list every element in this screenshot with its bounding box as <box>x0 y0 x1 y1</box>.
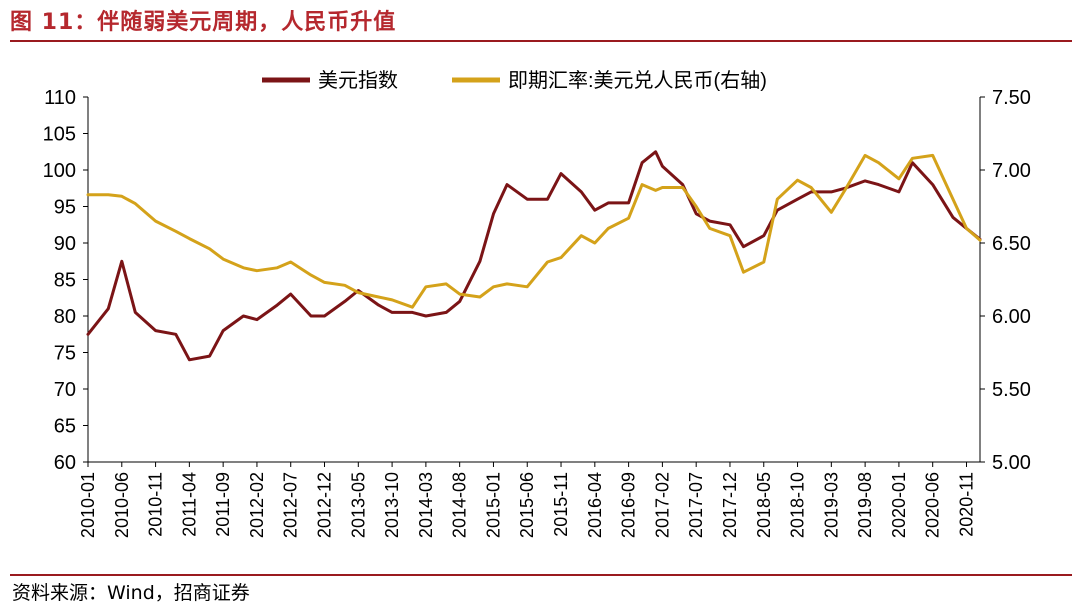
x-tick-label: 2020-06 <box>923 472 943 538</box>
x-tick-label: 2018-05 <box>754 472 774 538</box>
legend-label: 美元指数 <box>318 69 398 92</box>
x-tick-label: 2010-11 <box>146 472 166 537</box>
x-tick-label: 2010-06 <box>112 472 132 538</box>
x-tick-label: 2014-03 <box>416 472 436 538</box>
usdcny-line <box>86 153 982 309</box>
figure-title: 图 11：伴随弱美元周期，人民币升值 <box>10 10 397 35</box>
source-note: 资料来源：Wind，招商证券 <box>12 582 250 604</box>
x-tick-label: 2020-01 <box>889 472 909 538</box>
left-tick-label: 110 <box>44 87 76 109</box>
x-tick-label: 2016-09 <box>619 472 639 538</box>
left-tick-label: 90 <box>54 233 76 255</box>
x-tick-label: 2015-06 <box>517 472 537 538</box>
left-tick-label: 70 <box>54 379 76 401</box>
left-tick-label: 80 <box>54 306 76 328</box>
left-tick-label: 65 <box>54 416 76 438</box>
x-tick-label: 2019-03 <box>821 472 841 538</box>
x-tick-label: 2012-02 <box>247 472 267 538</box>
x-tick-label: 2012-07 <box>281 472 301 538</box>
x-tick-label: 2013-10 <box>382 472 402 538</box>
usd-index-line <box>86 150 982 362</box>
x-tick-label: 2017-12 <box>720 472 740 538</box>
left-tick-label: 100 <box>43 160 76 182</box>
bottom-divider <box>10 574 1072 576</box>
left-tick-label: 75 <box>54 343 76 365</box>
right-tick-label: 7.00 <box>992 160 1031 182</box>
left-tick-label: 60 <box>54 452 76 474</box>
right-tick-label: 5.50 <box>992 379 1031 401</box>
x-tick-label: 2015-11 <box>551 472 571 537</box>
left-tick-label: 95 <box>54 197 76 219</box>
right-tick-label: 6.00 <box>992 306 1031 328</box>
x-tick-label: 2019-08 <box>855 472 875 538</box>
x-tick-label: 2011-04 <box>179 472 199 537</box>
x-tick-label: 2010-01 <box>78 472 98 538</box>
x-tick-label: 2016-04 <box>585 472 605 538</box>
left-tick-label: 105 <box>43 124 76 146</box>
x-tick-label: 2018-10 <box>788 472 808 538</box>
x-tick-label: 2014-08 <box>450 472 470 538</box>
x-tick-label: 2011-09 <box>213 472 233 537</box>
right-tick-label: 6.50 <box>992 233 1031 255</box>
legend-label: 即期汇率:美元兑人民币(右轴) <box>508 69 767 92</box>
x-tick-label: 2020-11 <box>956 472 976 537</box>
x-tick-label: 2017-02 <box>652 472 672 538</box>
top-divider <box>10 40 1072 42</box>
x-tick-label: 2012-12 <box>315 472 335 538</box>
right-tick-label: 5.00 <box>992 452 1031 474</box>
x-tick-label: 2013-05 <box>348 472 368 538</box>
x-tick-label: 2017-07 <box>686 472 706 538</box>
left-tick-label: 85 <box>54 270 76 292</box>
x-tick-label: 2015-01 <box>483 472 503 538</box>
right-tick-label: 7.50 <box>992 87 1031 109</box>
